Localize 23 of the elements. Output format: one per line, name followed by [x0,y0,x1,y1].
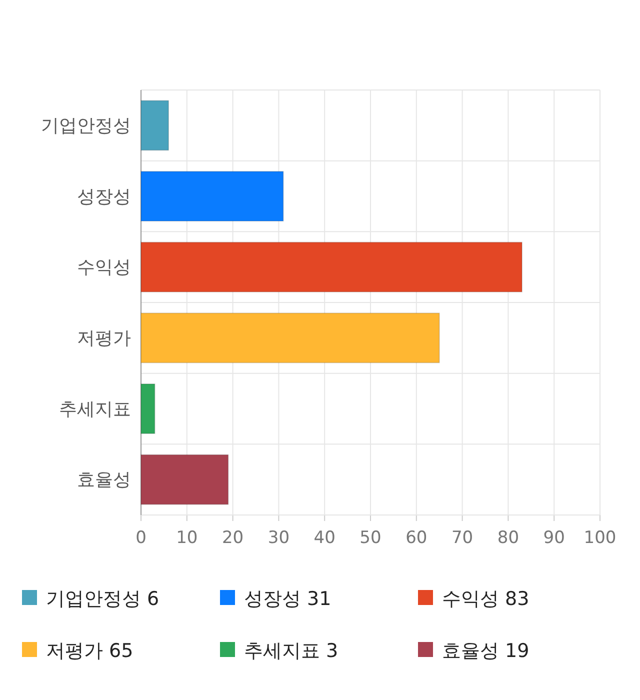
y-tick-label: 효율성 [77,470,131,491]
legend-label: 기업안정성 6 [46,588,160,610]
x-tick-label: 60 [406,528,428,548]
x-tick-label: 10 [176,528,198,548]
x-tick-label: 70 [451,528,474,548]
legend-label: 수익성 83 [442,588,530,610]
y-tick-label: 추세지표 [59,398,131,420]
x-tick-label: 100 [584,528,616,548]
y-tick-label: 수익성 [77,257,131,278]
x-tick-label: 80 [497,528,520,548]
x-tick-label: 40 [314,528,336,548]
x-tick-label: 90 [543,528,565,548]
x-tick-label: 0 [136,528,146,548]
legend-label: 성장성 31 [244,588,332,610]
x-tick-label: 50 [360,528,382,548]
legend-label: 저평가 65 [46,640,134,662]
y-tick-label: 기업안정성 [41,115,131,136]
y-tick-label: 성장성 [77,186,131,208]
x-tick-label: 30 [268,528,290,548]
y-tick-label: 저평가 [77,328,131,349]
x-tick-label: 20 [222,528,244,548]
legend-label: 효율성 19 [442,640,530,662]
legend-label: 추세지표 3 [244,640,338,662]
